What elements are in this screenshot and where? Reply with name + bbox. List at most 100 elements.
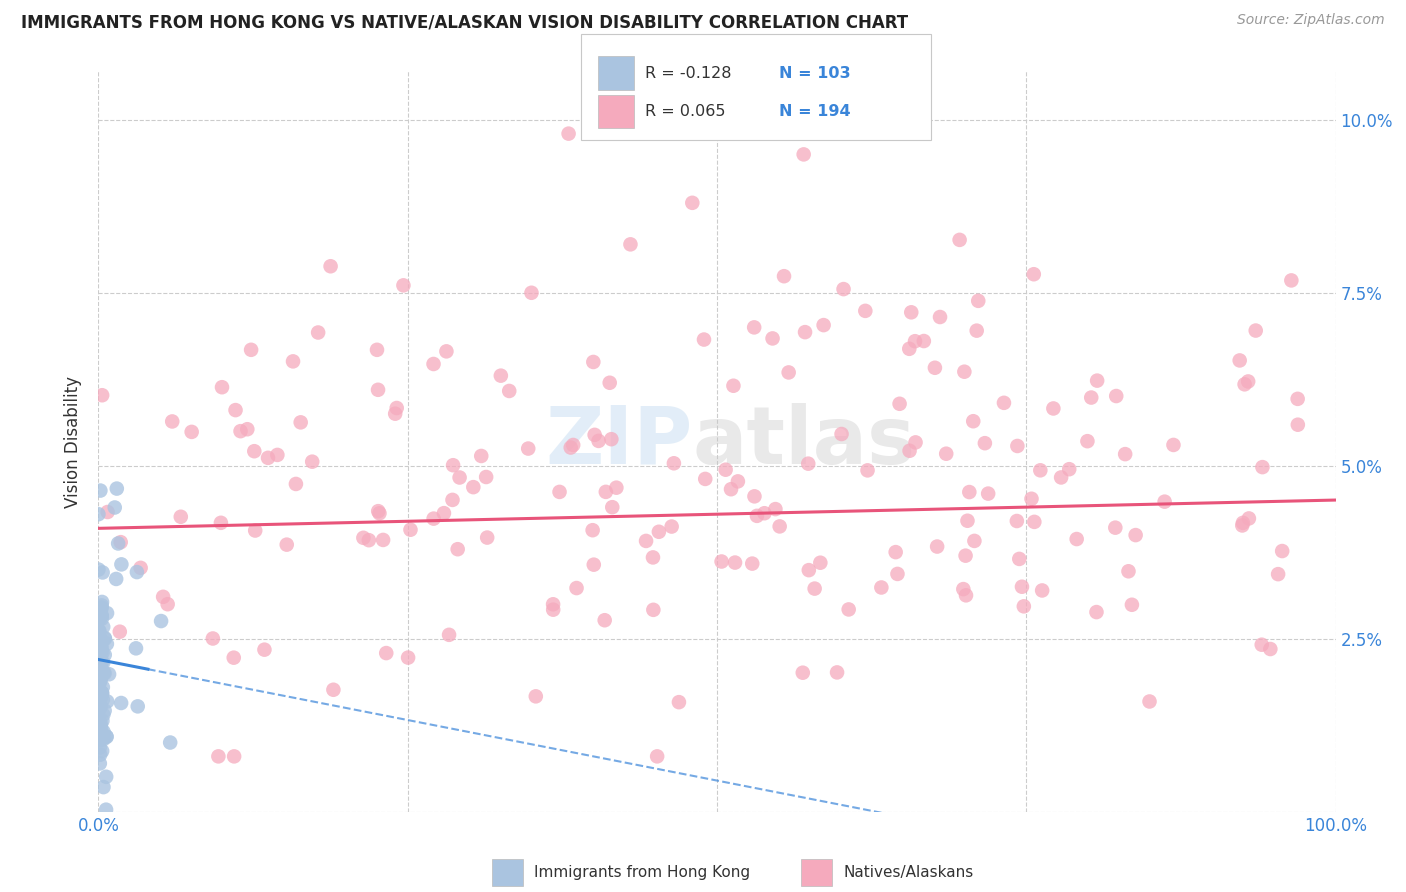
Point bbox=[94, 632, 117, 646]
Point bbox=[150, 614, 173, 628]
Point bbox=[1267, 567, 1289, 582]
Point bbox=[276, 538, 298, 552]
Text: Natives/Alaskans: Natives/Alaskans bbox=[844, 865, 974, 880]
Point bbox=[281, 354, 304, 368]
Point bbox=[600, 500, 623, 515]
Point bbox=[89, 699, 111, 714]
Point bbox=[1244, 324, 1267, 338]
Point bbox=[96, 694, 118, 708]
Point bbox=[643, 603, 665, 617]
Point bbox=[367, 383, 389, 397]
Point bbox=[949, 233, 972, 247]
Point bbox=[1251, 460, 1274, 475]
Point bbox=[87, 635, 110, 649]
Point bbox=[813, 318, 835, 332]
Point bbox=[832, 282, 855, 296]
Point bbox=[754, 506, 776, 520]
Point bbox=[641, 550, 664, 565]
Point bbox=[201, 632, 224, 646]
Point bbox=[436, 344, 458, 359]
Point bbox=[1057, 462, 1080, 476]
Point bbox=[1286, 417, 1309, 432]
Point bbox=[207, 749, 229, 764]
Point bbox=[93, 707, 115, 722]
Point bbox=[90, 685, 112, 699]
Point bbox=[89, 640, 111, 654]
Point bbox=[441, 492, 464, 507]
Text: R = 0.065: R = 0.065 bbox=[645, 104, 725, 119]
Point bbox=[91, 686, 114, 700]
Point bbox=[91, 388, 114, 402]
Text: Immigrants from Hong Kong: Immigrants from Hong Kong bbox=[534, 865, 751, 880]
Point bbox=[368, 506, 391, 520]
Point bbox=[723, 378, 745, 392]
Point bbox=[524, 690, 547, 704]
Point bbox=[1260, 642, 1282, 657]
Point bbox=[87, 637, 110, 651]
Point bbox=[1286, 392, 1309, 406]
Point bbox=[366, 343, 388, 357]
Point bbox=[90, 657, 112, 671]
Point bbox=[91, 656, 114, 670]
Point bbox=[778, 366, 800, 380]
Point bbox=[927, 540, 949, 554]
Point bbox=[91, 620, 114, 634]
Point bbox=[301, 455, 323, 469]
Point bbox=[253, 642, 276, 657]
Point bbox=[745, 508, 768, 523]
Point bbox=[127, 699, 149, 714]
Point bbox=[87, 606, 110, 620]
Point bbox=[152, 590, 174, 604]
Point bbox=[797, 563, 820, 577]
Point bbox=[794, 325, 817, 339]
Point bbox=[371, 533, 394, 547]
Point bbox=[90, 688, 112, 702]
Point bbox=[433, 506, 456, 520]
Point bbox=[180, 425, 202, 439]
Point bbox=[727, 475, 749, 489]
Point bbox=[96, 730, 118, 744]
Point bbox=[1233, 377, 1256, 392]
Point bbox=[898, 342, 921, 356]
Point bbox=[257, 450, 280, 465]
Point bbox=[956, 514, 979, 528]
Point bbox=[605, 481, 627, 495]
Point bbox=[90, 673, 112, 687]
Point bbox=[565, 581, 588, 595]
Point bbox=[724, 556, 747, 570]
Point bbox=[668, 695, 690, 709]
Point bbox=[125, 565, 148, 579]
Point bbox=[582, 523, 605, 537]
Point bbox=[89, 730, 111, 744]
Point bbox=[224, 749, 246, 764]
Point bbox=[87, 507, 110, 521]
Point bbox=[90, 670, 112, 684]
Point bbox=[967, 293, 990, 308]
Point bbox=[582, 558, 605, 572]
Text: IMMIGRANTS FROM HONG KONG VS NATIVE/ALASKAN VISION DISABILITY CORRELATION CHART: IMMIGRANTS FROM HONG KONG VS NATIVE/ALAS… bbox=[21, 13, 908, 31]
Point bbox=[1232, 518, 1254, 533]
Point bbox=[1007, 439, 1029, 453]
Point bbox=[904, 334, 927, 349]
Point bbox=[792, 665, 814, 680]
Point bbox=[695, 472, 717, 486]
Point bbox=[1271, 544, 1294, 558]
Point bbox=[1031, 583, 1053, 598]
Point bbox=[588, 434, 610, 448]
Point bbox=[89, 643, 111, 657]
Text: N = 194: N = 194 bbox=[779, 104, 851, 119]
Point bbox=[742, 320, 765, 334]
Point bbox=[1022, 267, 1045, 281]
Point bbox=[89, 632, 111, 646]
Point bbox=[808, 556, 831, 570]
Point bbox=[89, 632, 111, 646]
Point bbox=[1012, 599, 1035, 614]
Point bbox=[357, 533, 380, 548]
Point bbox=[160, 414, 183, 428]
Point bbox=[90, 659, 112, 673]
Point bbox=[110, 696, 132, 710]
Text: ZIP: ZIP bbox=[546, 402, 692, 481]
Point bbox=[962, 414, 984, 428]
Point bbox=[90, 599, 112, 613]
Point bbox=[90, 686, 112, 700]
